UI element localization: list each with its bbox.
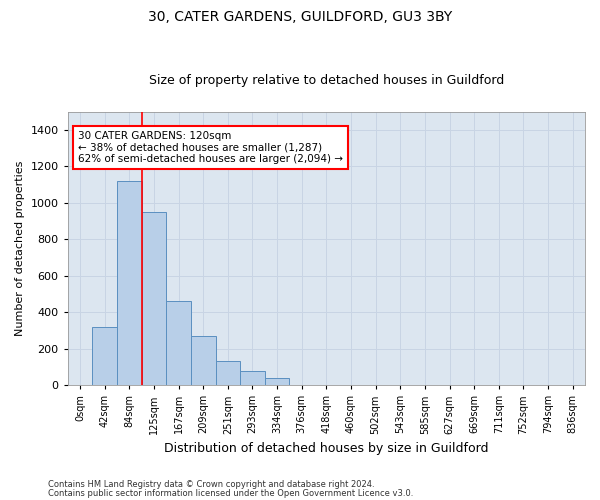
- Bar: [215, 362, 240, 385]
- Text: 30, CATER GARDENS, GUILDFORD, GU3 3BY: 30, CATER GARDENS, GUILDFORD, GU3 3BY: [148, 10, 452, 24]
- Bar: [92, 327, 117, 385]
- Bar: [240, 370, 265, 385]
- Bar: [142, 212, 166, 385]
- X-axis label: Distribution of detached houses by size in Guildford: Distribution of detached houses by size …: [164, 442, 488, 455]
- Text: Contains HM Land Registry data © Crown copyright and database right 2024.: Contains HM Land Registry data © Crown c…: [48, 480, 374, 489]
- Bar: [265, 378, 289, 385]
- Text: Contains public sector information licensed under the Open Government Licence v3: Contains public sector information licen…: [48, 488, 413, 498]
- Bar: [191, 336, 215, 385]
- Title: Size of property relative to detached houses in Guildford: Size of property relative to detached ho…: [149, 74, 504, 87]
- Bar: [117, 181, 142, 385]
- Text: 30 CATER GARDENS: 120sqm
← 38% of detached houses are smaller (1,287)
62% of sem: 30 CATER GARDENS: 120sqm ← 38% of detach…: [78, 131, 343, 164]
- Y-axis label: Number of detached properties: Number of detached properties: [15, 161, 25, 336]
- Bar: [166, 302, 191, 385]
